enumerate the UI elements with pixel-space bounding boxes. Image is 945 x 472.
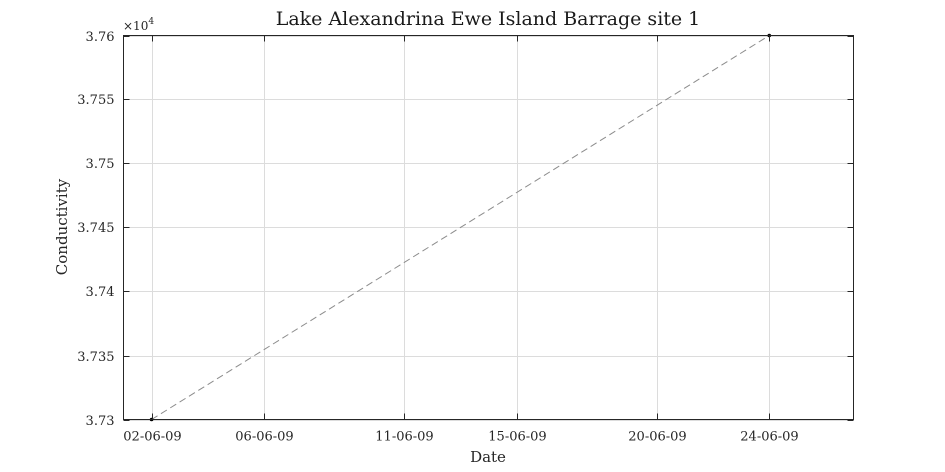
y-tick-label: 3.745 xyxy=(77,221,114,236)
grid-lines xyxy=(123,35,854,421)
x-tick-label: 11-06-09 xyxy=(375,430,433,445)
y-axis-exponent-base: ×10 xyxy=(123,19,148,33)
y-tick-label: 3.75 xyxy=(86,157,115,172)
chart-title: Lake Alexandrina Ewe Island Barrage site… xyxy=(276,8,701,30)
y-axis-label: Conductivity xyxy=(53,178,71,275)
y-axis-exponent-power: 4 xyxy=(148,17,154,27)
x-tick-label: 15-06-09 xyxy=(488,430,546,445)
x-tick-label: 20-06-09 xyxy=(628,430,686,445)
y-tick-label: 3.76 xyxy=(86,30,115,45)
x-tick-label: 06-06-09 xyxy=(235,430,293,445)
x-tick-label: 24-06-09 xyxy=(740,430,798,445)
y-tick-label: 3.73 xyxy=(86,414,115,429)
tick-marks xyxy=(123,35,854,421)
tick-labels: 02-06-09 06-06-09 11-06-09 15-06-09 20-06-09… xyxy=(77,30,798,445)
x-axis-label: Date xyxy=(470,448,506,466)
y-tick-label: 3.735 xyxy=(77,350,114,365)
series-line xyxy=(151,35,770,420)
y-tick-label: 3.74 xyxy=(86,285,115,300)
x-tick-label: 02-06-09 xyxy=(123,430,181,445)
y-tick-label: 3.755 xyxy=(77,93,114,108)
y-axis-exponent: ×104 xyxy=(123,17,154,33)
